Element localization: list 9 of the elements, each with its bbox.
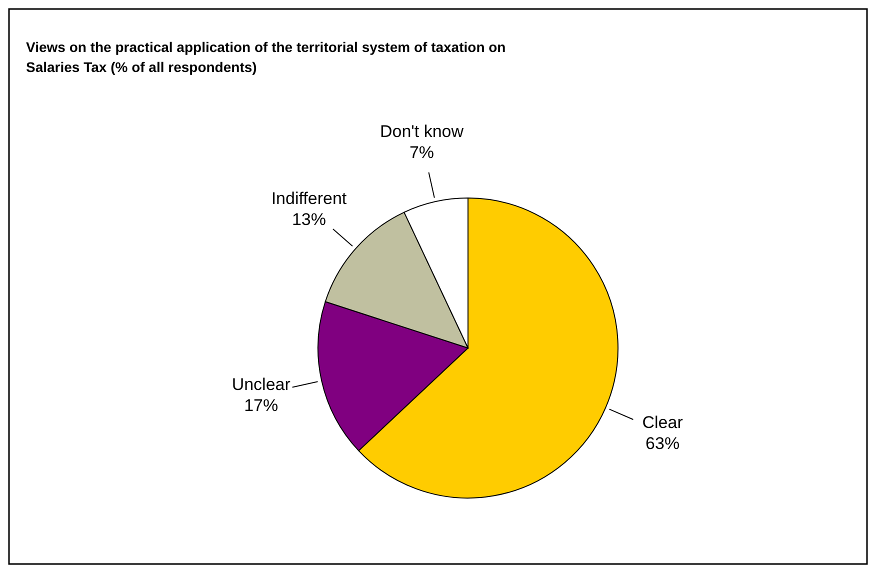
slice-label: Indifferent — [271, 188, 347, 208]
slice-label: Unclear — [232, 375, 291, 394]
data-label: 17% — [244, 396, 278, 416]
chart-title: Views on the practical application of the territorial system of taxation on Salaries Tax (% of all respondents) — [26, 39, 506, 75]
slice-label: Don't know — [380, 122, 464, 142]
data-label: 63% — [646, 434, 680, 454]
slice-label: Clear — [642, 413, 684, 432]
data-label: 7% — [409, 143, 434, 162]
data-label: 13% — [292, 210, 326, 229]
